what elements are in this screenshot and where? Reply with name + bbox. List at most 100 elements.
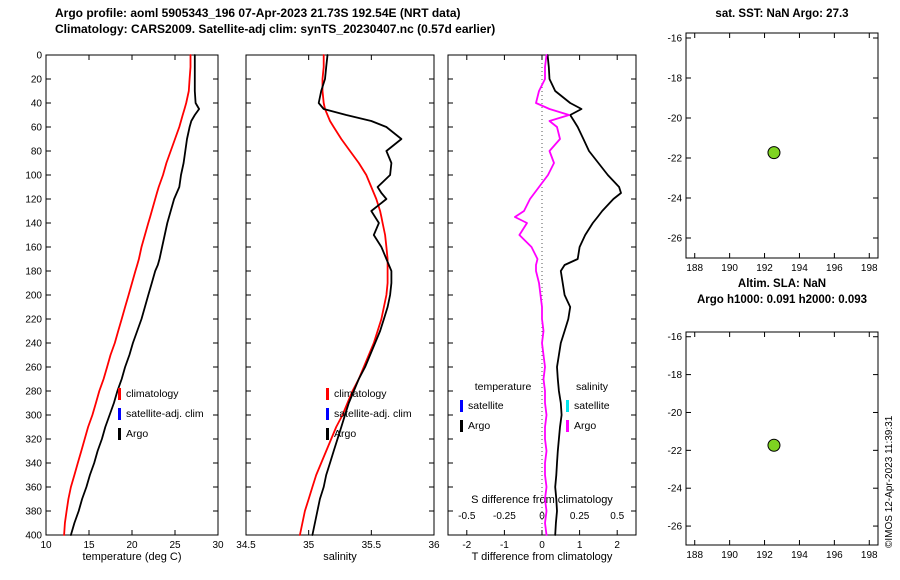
- temperature_profile-ytick-label: 260: [25, 363, 42, 374]
- main-title-line2: Climatology: CARS2009. Satellite-adj cli…: [55, 22, 496, 36]
- temperature_profile-ytick-label: 400: [25, 531, 42, 542]
- legend-label-argo: Argo: [334, 428, 357, 440]
- sla_map-xtick-label: 196: [826, 550, 843, 561]
- temperature_profile-ytick-label: 240: [25, 339, 42, 350]
- difference_profile-s-tick-label: -0.5: [458, 511, 476, 522]
- t-satellite-line-swatch: [460, 400, 463, 412]
- sla_map-ytick-label: -16: [668, 332, 683, 343]
- main-title-line1: Argo profile: aoml 5905343_196 07-Apr-20…: [55, 6, 461, 20]
- temperature_profile-ytick-label: 360: [25, 483, 42, 494]
- legend-item-climatology: climatology: [326, 384, 412, 404]
- difference-legend-temperature-header: temperature: [474, 381, 532, 393]
- sst_map-xtick-label: 198: [861, 263, 878, 274]
- temperature_profile-Argo-curve: [70, 54, 201, 536]
- temperature_profile-xtick-label: 20: [126, 540, 138, 551]
- legend-item-satellite-adj-clim: satellite-adj. clim: [326, 404, 412, 424]
- salinity-legend: climatology satellite-adj. clim Argo: [326, 384, 412, 444]
- legend-label-t-satellite: satellite: [468, 400, 504, 412]
- sst_map-ytick-label: -18: [668, 74, 683, 85]
- legend-item-s-argo: Argo: [556, 416, 628, 436]
- sla_map-xtick-label: 194: [791, 550, 808, 561]
- sla_map-frame: [685, 331, 879, 546]
- temperature_profile-ytick-label: 200: [25, 291, 42, 302]
- salinity_profile-climatology-curve: [298, 54, 389, 536]
- legend-label-climatology: climatology: [126, 388, 179, 400]
- temperature_profile-ytick-label: 0: [36, 51, 42, 62]
- imos-copyright-stamp: ©IMOS 12-Apr-2023 11:39:31: [884, 415, 895, 548]
- t-argo-line-swatch: [460, 420, 463, 432]
- sst_map-frame: [685, 32, 879, 259]
- sla_map-xtick-label: 192: [756, 550, 773, 561]
- sla_map-ytick-label: -24: [668, 484, 683, 495]
- temperature_profile-xtick-label: 25: [169, 540, 181, 551]
- sla_map-xtick-label: 190: [721, 550, 738, 561]
- sla-map-subtitle: Argo h1000: 0.091 h2000: 0.093: [696, 294, 868, 306]
- temperature-legend: climatology satellite-adj. clim Argo: [118, 384, 204, 444]
- temperature_profile-ytick-label: 180: [25, 267, 42, 278]
- t-difference-axis-label: T difference from climatology: [471, 551, 613, 563]
- difference_profile-s-tick-label: 0.25: [570, 511, 590, 522]
- temperature_profile-xtick-label: 30: [212, 540, 224, 551]
- legend-label-satellite-adj-clim: satellite-adj. clim: [126, 408, 204, 420]
- temperature_profile-ytick-label: 20: [31, 75, 43, 86]
- temperature_profile-climatology-curve: [63, 54, 192, 536]
- temperature_profile-ytick-label: 160: [25, 243, 42, 254]
- sla_map-xtick-label: 198: [861, 550, 878, 561]
- salinity_profile-Argo-curve: [311, 54, 403, 536]
- temperature_profile-ytick-label: 280: [25, 387, 42, 398]
- temperature_profile-ytick-label: 80: [31, 147, 43, 158]
- salinity_profile-xtick-label: 35: [303, 540, 315, 551]
- climatology-line-swatch: [118, 388, 121, 400]
- sst_map-xtick-label: 196: [826, 263, 843, 274]
- difference_profile-s-tick-label: -0.25: [493, 511, 516, 522]
- sst_map-ytick-label: -24: [668, 194, 683, 205]
- salinity_profile-frame: [245, 54, 435, 536]
- climatology-line-swatch: [326, 388, 329, 400]
- temperature_profile-ytick-label: 220: [25, 315, 42, 326]
- temperature_profile-ytick-label: 300: [25, 411, 42, 422]
- sla_map-ytick-label: -22: [668, 446, 683, 457]
- sla_map-argo-position-marker: [767, 438, 781, 452]
- legend-item-climatology: climatology: [118, 384, 204, 404]
- difference_profile-s-tick-label: 0: [539, 511, 545, 522]
- sst_map-xtick-label: 188: [686, 263, 703, 274]
- satellite-clim-line-swatch: [118, 408, 121, 420]
- s-argo-line-swatch: [566, 420, 569, 432]
- sla_map-ytick-label: -26: [668, 522, 683, 533]
- sla_map-ytick-label: -20: [668, 408, 683, 419]
- legend-label-climatology: climatology: [334, 388, 387, 400]
- sst_map-argo-position-marker: [767, 146, 781, 160]
- difference_profile-xtick-label: 2: [614, 540, 620, 551]
- temperature_profile-xtick-label: 10: [40, 540, 52, 551]
- temperature_profile-ytick-label: 380: [25, 507, 42, 518]
- sst_map-ytick-label: -16: [668, 34, 683, 45]
- legend-label-s-argo: Argo: [574, 420, 597, 432]
- salinity_profile-xtick-label: 36: [428, 540, 440, 551]
- sst_map-xtick-label: 190: [721, 263, 738, 274]
- difference_profile-T-difference-Argo-curve: [546, 54, 622, 536]
- s-difference-axis-label: S difference from climatology: [471, 494, 613, 506]
- difference_profile-xtick-label: -2: [462, 540, 471, 551]
- sst_map-ytick-label: -20: [668, 114, 683, 125]
- legend-label-argo: Argo: [126, 428, 149, 440]
- temperature_profile-ytick-label: 100: [25, 171, 42, 182]
- sst_map-xtick-label: 194: [791, 263, 808, 274]
- salinity-axis-label: salinity: [323, 551, 357, 563]
- sst_map-xtick-label: 192: [756, 263, 773, 274]
- sst_map-ytick-label: -22: [668, 154, 683, 165]
- legend-label-s-satellite: satellite: [574, 400, 610, 412]
- legend-label-t-argo: Argo: [468, 420, 491, 432]
- difference-legend: temperature salinity satellite satellite…: [450, 378, 628, 436]
- argo-line-swatch: [118, 428, 121, 440]
- sst-map-title: sat. SST: NaN Argo: 27.3: [715, 8, 849, 20]
- temperature_profile-ytick-label: 40: [31, 99, 43, 110]
- s-satellite-line-swatch: [566, 400, 569, 412]
- legend-item-t-satellite: satellite: [450, 396, 556, 416]
- difference_profile-xtick-label: 1: [577, 540, 583, 551]
- sst_map-ytick-label: -26: [668, 234, 683, 245]
- temperature_profile-frame: [45, 54, 219, 536]
- legend-item-t-argo: Argo: [450, 416, 556, 436]
- legend-item-argo: Argo: [118, 424, 204, 444]
- temperature_profile-xtick-label: 15: [83, 540, 95, 551]
